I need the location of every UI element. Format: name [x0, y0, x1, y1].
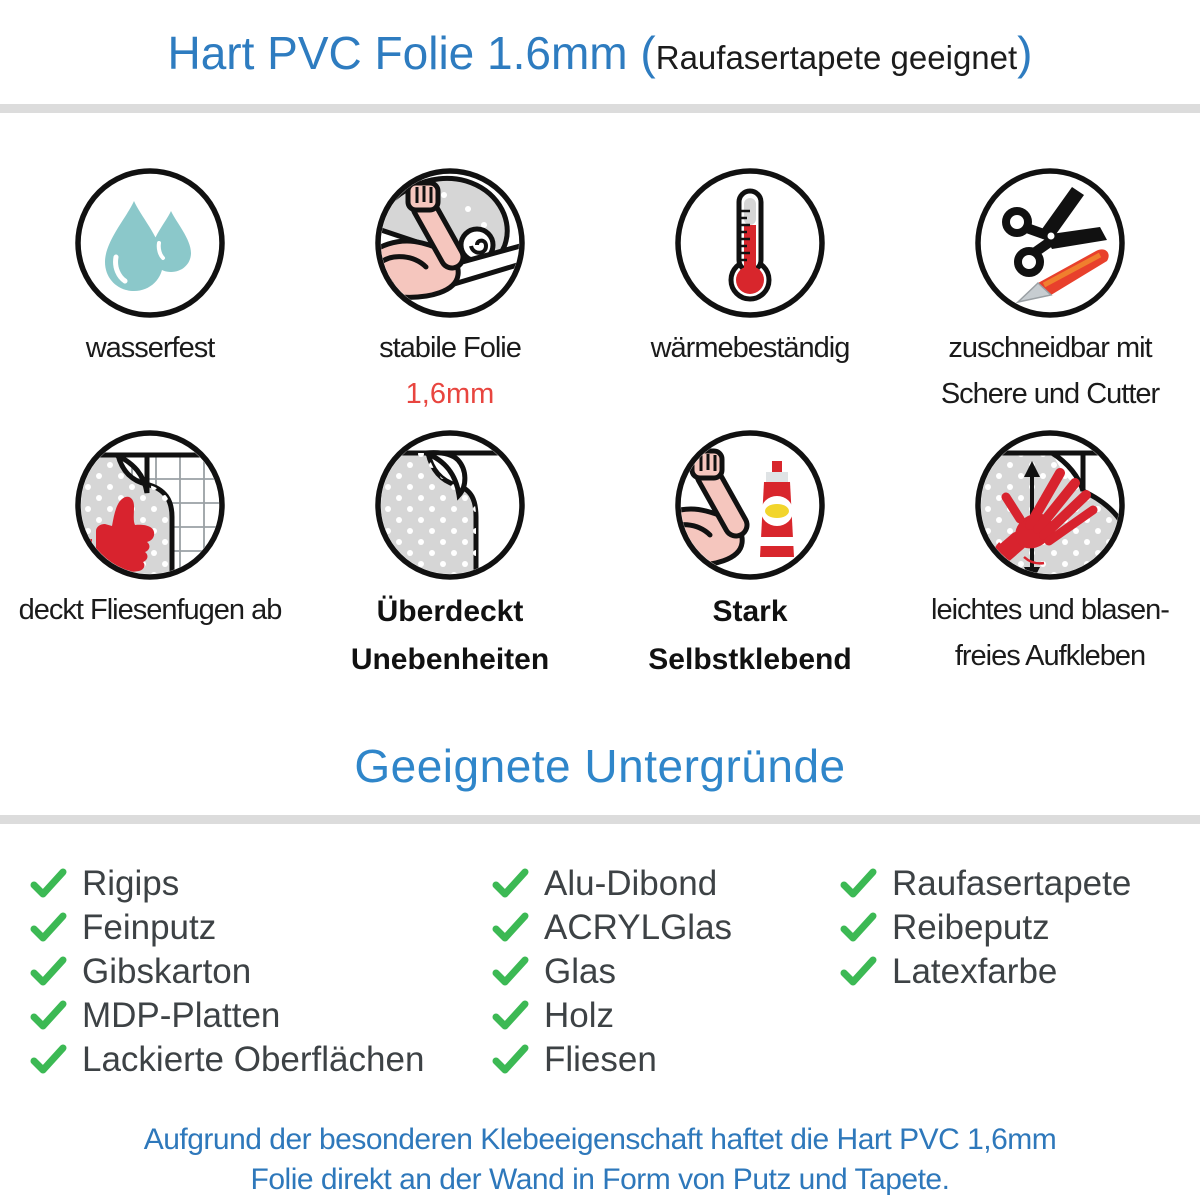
checkmark-icon — [30, 868, 67, 899]
water-drops-icon — [72, 165, 228, 321]
feature-zuschneidbar: zuschneidbar mit Schere und Cutter — [900, 165, 1200, 427]
title-main: Hart PVC Folie 1.6mm — [167, 27, 628, 79]
list-item: ACRYLGlas — [492, 907, 840, 947]
substrate-label: ACRYLGlas — [544, 907, 733, 947]
substrate-label: Alu-Dibond — [544, 863, 718, 903]
footer-line-2: Folie direkt an der Wand in Form von Put… — [250, 1163, 950, 1196]
thumbs-up-tiles-icon — [72, 427, 228, 583]
list-item: Lackierte Oberflächen — [30, 1039, 492, 1079]
checkmark-icon — [840, 868, 877, 899]
feature-label-line2: Unebenheiten — [350, 643, 550, 676]
checkmark-icon — [30, 1000, 67, 1031]
feature-aufkleben: leichtes und blasen- freies Aufkleben — [900, 427, 1200, 689]
checkmark-icon — [492, 868, 529, 899]
substrate-label: MDP-Platten — [82, 995, 281, 1035]
feature-label: wärmebeständig — [650, 332, 851, 364]
feature-wasserfest: wasserfest — [0, 165, 300, 427]
substrates-list: Rigips Feinputz Gibskarton MDP-Platten L… — [0, 863, 1200, 1086]
divider-middle — [0, 815, 1200, 824]
list-item: Reibeputz — [840, 907, 1200, 947]
feature-fliesenfugen: deckt Fliesenfugen ab — [0, 427, 300, 689]
feature-grid: wasserfest — [0, 165, 1200, 689]
list-item: Glas — [492, 951, 840, 991]
title-subtitle: Raufasertapete geeignet — [655, 39, 1018, 76]
checkmark-icon — [492, 912, 529, 943]
list-item: Alu-Dibond — [492, 863, 840, 903]
feature-selbstklebend: Stark Selbstklebend — [600, 427, 900, 689]
list-item: Raufasertapete — [840, 863, 1200, 903]
checkmark-icon — [492, 956, 529, 987]
feature-label: wasserfest — [85, 332, 216, 364]
title-paren-close: ) — [1017, 27, 1033, 79]
substrate-label: Reibeputz — [892, 907, 1050, 947]
checkmark-icon — [30, 1044, 67, 1075]
list-item: MDP-Platten — [30, 995, 492, 1035]
footer-note: Aufgrund der besonderen Klebeeigenschaft… — [0, 1120, 1200, 1200]
substrate-label: Fliesen — [544, 1039, 657, 1079]
feature-label: deckt Fliesenfugen ab — [18, 594, 283, 626]
feature-stabile-folie: stabile Folie 1,6mm — [300, 165, 600, 427]
thermometer-icon — [672, 165, 828, 321]
muscle-arm-glue-tube-icon — [672, 427, 828, 583]
substrate-label: Holz — [544, 995, 615, 1035]
checkmark-icon — [840, 956, 877, 987]
substrate-label: Raufasertapete — [892, 863, 1132, 903]
substrates-column-3: Raufasertapete Reibeputz Latexfarbe — [840, 863, 1200, 1086]
hand-smoothing-foil-icon — [972, 427, 1128, 583]
feature-thickness-label: 1,6mm — [405, 378, 495, 410]
list-item: Feinputz — [30, 907, 492, 947]
scissors-cutter-icon — [972, 165, 1128, 321]
list-item: Fliesen — [492, 1039, 840, 1079]
list-item: Gibskarton — [30, 951, 492, 991]
feature-label: Stark — [712, 595, 788, 628]
checkmark-icon — [840, 912, 877, 943]
feature-label-line2: freies Aufkleben — [954, 640, 1146, 672]
list-item: Latexfarbe — [840, 951, 1200, 991]
feature-label-line2: Schere und Cutter — [940, 378, 1160, 410]
substrate-label: Latexfarbe — [892, 951, 1058, 991]
list-item: Holz — [492, 995, 840, 1035]
checkmark-icon — [30, 912, 67, 943]
substrate-label: Lackierte Oberflächen — [82, 1039, 425, 1079]
feature-unebenheiten: Überdeckt Unebenheiten — [300, 427, 600, 689]
substrate-label: Glas — [544, 951, 616, 991]
feature-waermebestaendig: wärmebeständig — [600, 165, 900, 427]
checkmark-icon — [30, 956, 67, 987]
feature-label-line2: Selbstklebend — [648, 643, 852, 676]
feature-label: zuschneidbar mit — [948, 332, 1152, 364]
title-paren-open: ( — [627, 27, 656, 79]
checkmark-icon — [492, 1000, 529, 1031]
muscle-arm-foil-roll-icon — [372, 165, 528, 321]
substrates-column-1: Rigips Feinputz Gibskarton MDP-Platten L… — [30, 863, 492, 1086]
substrates-column-2: Alu-Dibond ACRYLGlas Glas Holz Fliesen — [492, 863, 840, 1086]
substrate-label: Rigips — [82, 863, 180, 903]
list-item: Rigips — [30, 863, 492, 903]
substrate-label: Feinputz — [82, 907, 217, 947]
feature-label: stabile Folie — [379, 332, 522, 364]
feature-label: leichtes und blasen- — [931, 594, 1170, 626]
substrate-label: Gibskarton — [82, 951, 252, 991]
divider-top — [0, 104, 1200, 113]
feature-label: Überdeckt — [376, 595, 524, 628]
footer-line-1: Aufgrund der besonderen Klebeeigenschaft… — [143, 1123, 1057, 1156]
page-title: Hart PVC Folie 1.6mm (Raufasertapete gee… — [0, 0, 1200, 104]
checkmark-icon — [492, 1044, 529, 1075]
substrates-heading: Geeignete Untergründe — [354, 740, 846, 792]
foil-sheet-fold-icon — [372, 427, 528, 583]
